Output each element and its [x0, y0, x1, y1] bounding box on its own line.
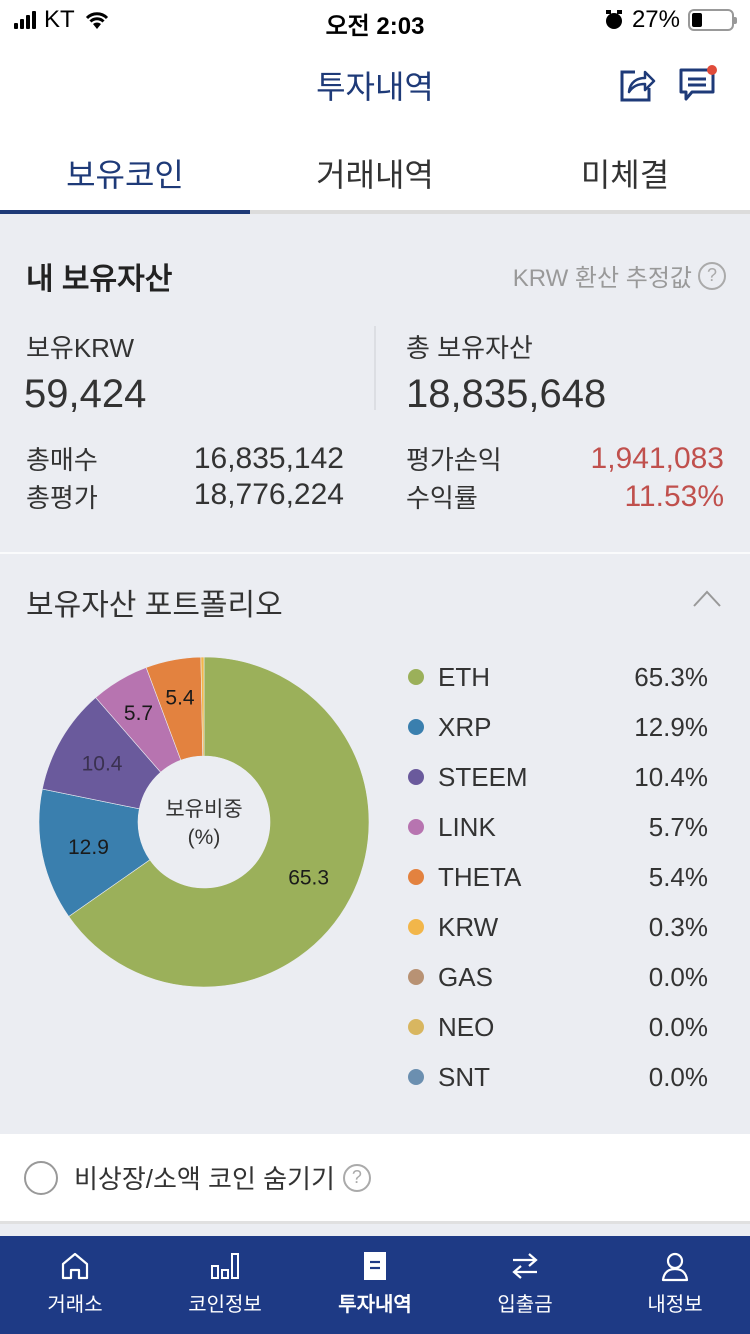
tab-bar: 보유코인 거래내역 미체결 [0, 130, 750, 214]
status-bar: KT 오전 2:03 27% [0, 0, 750, 40]
bar-chart-icon [211, 1253, 239, 1279]
nav-my-info[interactable]: 내정보 [600, 1236, 750, 1334]
legend-coin-name: GAS [438, 961, 493, 992]
legend-item: THETA 5.4% [408, 852, 708, 902]
slice-label: 10.4 [82, 753, 123, 776]
pnl-value: 1,941,083 [590, 442, 724, 475]
legend-coin-value: 0.0% [648, 1061, 708, 1092]
header: 투자내역 [0, 40, 750, 130]
hide-small-coins-label: 비상장/소액 코인 숨기기 [74, 1164, 335, 1194]
alarm-icon [605, 10, 622, 29]
donut-center-label: (%) [188, 826, 221, 849]
legend-item: NEO 0.0% [408, 1002, 708, 1052]
legend-coin-value: 5.7% [648, 811, 708, 842]
legend-dot-icon [408, 769, 424, 785]
legend-coin-name: STEEM [438, 761, 528, 792]
total-eval-value: 18,776,224 [193, 478, 344, 511]
nav-exchange[interactable]: 거래소 [0, 1236, 150, 1334]
legend-dot-icon [408, 719, 424, 735]
battery-percent: 27% [631, 6, 680, 33]
legend-dot-icon [408, 669, 424, 685]
legend-coin-name: LINK [438, 811, 496, 842]
hide-small-coins-radio[interactable] [24, 1160, 58, 1195]
legend-dot-icon [408, 869, 424, 885]
chevron-up-icon[interactable] [692, 588, 722, 608]
home-icon [61, 1252, 89, 1280]
total-assets-label: 총 보유자산 [406, 333, 533, 363]
tab-transactions[interactable]: 거래내역 [316, 157, 434, 193]
total-eval-label: 총평가 [26, 483, 98, 513]
portfolio-title: 보유자산 포트폴리오 [26, 589, 283, 622]
carrier-label: KT [44, 6, 75, 33]
document-icon [364, 1252, 386, 1280]
portfolio-donut-chart: 65.3 12.9 10.4 5.7 5.4 보유비중 (%) [38, 656, 370, 988]
divider [374, 326, 376, 410]
legend-item: STEEM 10.4% [408, 752, 708, 802]
nav-investment-history[interactable]: 투자내역 [300, 1236, 450, 1334]
legend-dot-icon [408, 1019, 424, 1035]
help-icon[interactable]: ? [698, 261, 726, 290]
legend-item: SNT 0.0% [408, 1052, 708, 1102]
battery-icon [688, 9, 737, 31]
krw-label: 보유KRW [26, 333, 135, 363]
legend-dot-icon [408, 919, 424, 935]
wifi-icon [85, 12, 108, 29]
legend-coin-value: 5.4% [648, 861, 708, 892]
legend-coin-value: 0.3% [648, 911, 708, 942]
tab-pending[interactable]: 미체결 [580, 157, 670, 193]
legend-dot-icon [408, 969, 424, 985]
signal-icon [14, 11, 36, 29]
share-icon[interactable] [617, 64, 657, 104]
total-buy-label: 총매수 [26, 445, 98, 475]
legend-item: XRP 12.9% [408, 702, 708, 752]
legend-coin-value: 0.0% [648, 1011, 708, 1042]
legend-coin-name: XRP [438, 711, 492, 742]
message-icon[interactable] [678, 64, 718, 104]
legend-item: LINK 5.7% [408, 802, 708, 852]
section-title: 내 보유자산 [26, 263, 173, 296]
legend-item: GAS 0.0% [408, 952, 708, 1002]
hide-small-coins-row[interactable]: 비상장/소액 코인 숨기기 ? [0, 1134, 750, 1224]
assets-summary: 내 보유자산 KRW 환산 추정값 ? 보유KRW 59,424 총 보유자산 … [0, 214, 750, 554]
legend-item: KRW 0.3% [408, 902, 708, 952]
legend-coin-name: ETH [438, 661, 490, 692]
slice-label: 12.9 [68, 836, 109, 859]
legend-coin-value: 65.3% [634, 661, 708, 692]
legend-coin-value: 12.9% [634, 711, 708, 742]
transfer-icon [512, 1253, 538, 1279]
clock: 오전 2:03 [325, 13, 425, 40]
nav-deposit-withdraw[interactable]: 입출금 [450, 1236, 600, 1334]
page-title: 투자내역 [316, 69, 434, 105]
bottom-nav: 거래소 코인정보 투자내역 입출금 내정보 [0, 1236, 750, 1334]
pnl-label: 평가손익 [406, 445, 502, 475]
total-assets-value: 18,835,648 [406, 372, 607, 416]
slice-label: 5.7 [124, 702, 153, 725]
krw-estimate-note[interactable]: KRW 환산 추정값 ? [513, 258, 726, 293]
return-rate-value: 11.53% [624, 480, 724, 513]
tab-holdings[interactable]: 보유코인 [0, 130, 250, 214]
portfolio-legend: ETH 65.3% XRP 12.9% STEEM 10.4% LINK 5.7% THETA 5… [408, 652, 708, 1102]
legend-dot-icon [408, 1069, 424, 1085]
user-icon [661, 1252, 689, 1282]
slice-label: 65.3 [288, 867, 329, 890]
legend-coin-value: 0.0% [648, 961, 708, 992]
legend-coin-name: SNT [438, 1061, 490, 1092]
slice-label: 5.4 [165, 686, 195, 709]
help-icon[interactable]: ? [342, 1163, 371, 1192]
legend-coin-name: KRW [438, 911, 499, 942]
return-rate-label: 수익률 [406, 483, 478, 513]
krw-value: 59,424 [24, 372, 147, 416]
legend-coin-value: 10.4% [634, 761, 708, 792]
legend-dot-icon [408, 819, 424, 835]
nav-coin-info[interactable]: 코인정보 [150, 1236, 300, 1334]
legend-item: ETH 65.3% [408, 652, 708, 702]
legend-coin-name: NEO [438, 1011, 495, 1042]
note-label: KRW 환산 추정값 [512, 265, 692, 292]
portfolio-section: 보유자산 포트폴리오 65.3 12.9 10.4 5.7 5.4 보유비중 (%) ETH… [0, 556, 750, 1134]
legend-coin-name: THETA [438, 861, 522, 892]
total-buy-value: 16,835,142 [193, 442, 344, 475]
donut-center-label: 보유비중 [165, 798, 242, 821]
